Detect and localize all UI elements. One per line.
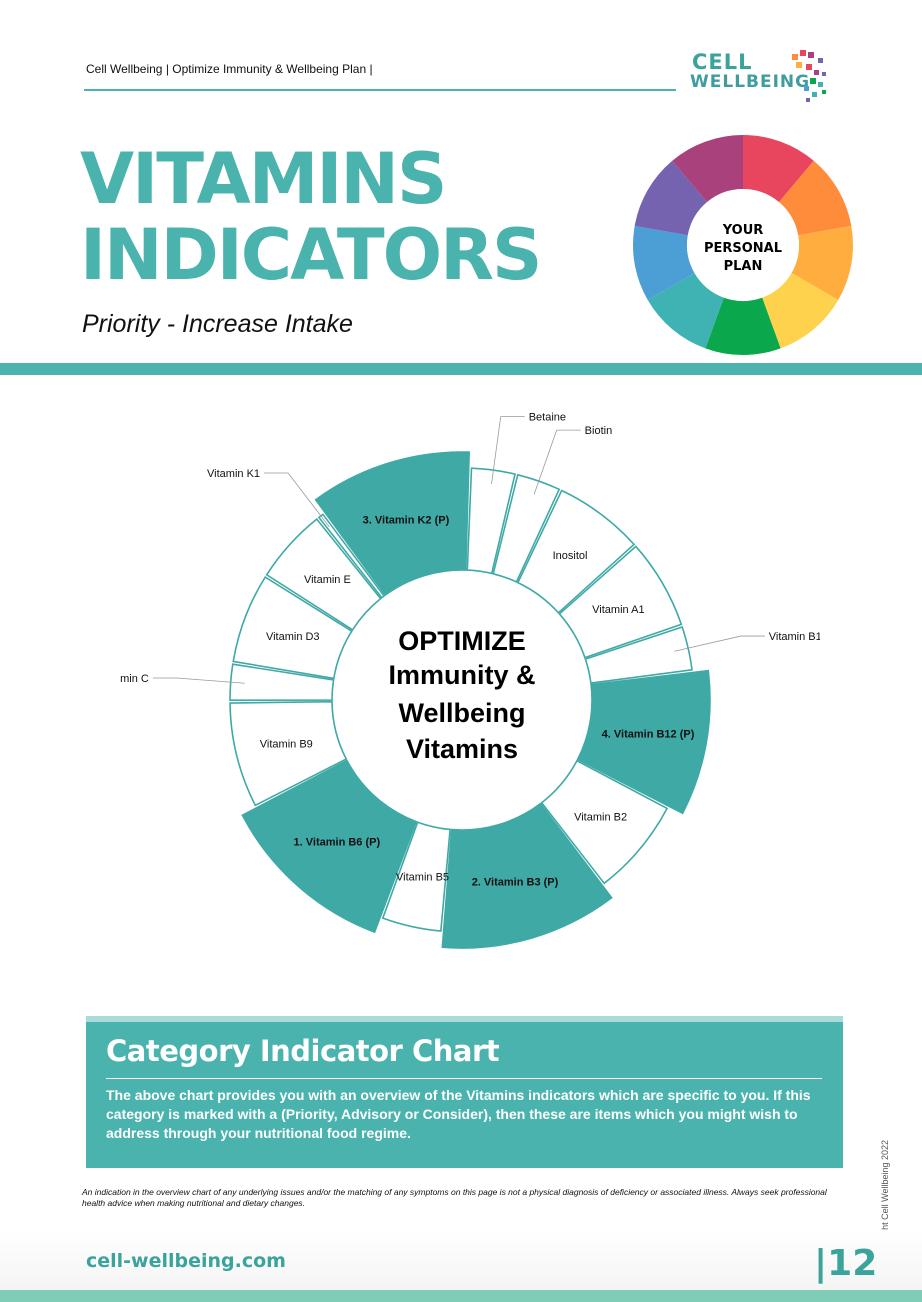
donut-segment	[317, 513, 386, 599]
donut-segment-label: Vitamin D3	[266, 631, 320, 643]
donut-segment-label: Betaine	[529, 412, 566, 424]
donut-segment	[466, 467, 516, 575]
donut-label-leader	[533, 429, 581, 495]
donut-segment-label: Vitamin B1	[769, 631, 820, 643]
breadcrumb: Cell Wellbeing | Optimize Immunity & Wel…	[86, 62, 373, 76]
footer-website-link[interactable]: cell-wellbeing.com	[86, 1250, 286, 1272]
section-band	[0, 363, 922, 375]
logo-line-1: CELL	[692, 50, 753, 74]
personal-plan-wheel: YOUR PERSONAL PLAN	[633, 135, 853, 355]
donut-label-leader	[674, 635, 765, 652]
donut-segment	[232, 576, 353, 680]
chart-center-line-2: Immunity &	[388, 660, 535, 690]
donut-segment-label: 3. Vitamin K2 (P)	[363, 514, 450, 526]
logo-line-2: WELLBEING	[690, 72, 811, 92]
donut-segment-label: Vitamin K1	[207, 468, 260, 480]
page-title-line-1: VITAMINS	[80, 138, 447, 220]
panel-body-text: The above chart provides you with an ove…	[106, 1087, 811, 1141]
plan-text-line-3: PLAN	[724, 259, 763, 274]
plan-wheel-center	[687, 189, 799, 301]
donut-segment	[229, 663, 335, 702]
logo-mark-icon	[792, 50, 826, 102]
page-subtitle: Priority - Increase Intake	[82, 310, 353, 338]
donut-segment	[558, 545, 683, 659]
plan-text-line-2: PERSONAL	[704, 241, 782, 256]
donut-segment-label: Inositol	[553, 550, 588, 562]
donut-segment	[314, 451, 471, 597]
plan-wheel-segment	[762, 273, 839, 349]
donut-segment-label: 2. Vitamin B3 (P)	[472, 876, 559, 888]
chart-center-line-3: Wellbeing	[398, 698, 525, 728]
panel-title: Category Indicator Chart	[106, 1034, 500, 1068]
donut-segment-label: Vitamin C	[120, 673, 149, 685]
cell-wellbeing-logo: CELL WELLBEING	[688, 42, 848, 112]
donut-segment	[516, 489, 636, 614]
donut-label-leader	[264, 472, 330, 528]
donut-segment	[492, 473, 561, 584]
donut-label-leader	[491, 416, 525, 485]
donut-segment	[265, 517, 382, 631]
donut-segment-label: Vitamin E	[304, 574, 351, 586]
donut-segment	[441, 802, 613, 949]
disclaimer-text: An indication in the overview chart of a…	[82, 1187, 827, 1208]
donut-segment-label: Vitamin B9	[260, 738, 313, 750]
panel-divider	[106, 1078, 822, 1079]
donut-segment-label: Vitamin B2	[574, 811, 627, 823]
plan-text-line-1: YOUR	[722, 223, 764, 238]
donut-segment	[584, 625, 693, 684]
donut-segment-label: 4. Vitamin B12 (P)	[602, 728, 695, 740]
plan-wheel-segment	[743, 135, 814, 203]
vitamins-donut-chart: Betaine Biotin Inositol Vitamin A1 Vitamin B…	[120, 412, 820, 949]
chart-center-line-4: Vitamins	[406, 734, 518, 764]
plan-wheel-segment	[778, 160, 852, 236]
chart-center-line-1: OPTIMIZE	[398, 626, 526, 656]
category-indicator-panel	[86, 1016, 843, 1168]
donut-segment	[241, 759, 418, 934]
footer-bar	[0, 1290, 922, 1302]
header-divider	[84, 89, 676, 91]
plan-wheel-segment	[791, 225, 853, 300]
page-title-line-2: INDICATORS	[80, 214, 542, 296]
donut-segment-label: 1. Vitamin B6 (P)	[294, 837, 381, 849]
donut-segment-label: Vitamin B5	[396, 872, 449, 884]
donut-segment	[576, 669, 711, 815]
page-number: |12	[814, 1243, 878, 1284]
donut-label-leader	[152, 677, 245, 684]
panel-top-strip	[86, 1016, 843, 1022]
plan-wheel-segment	[633, 225, 695, 300]
donut-segment	[540, 759, 669, 885]
donut-segment-label: Biotin	[585, 425, 613, 437]
plan-wheel-segment	[647, 273, 724, 349]
plan-wheel-segment	[634, 160, 708, 236]
plan-wheel-segment	[705, 297, 781, 355]
donut-segment	[229, 700, 348, 807]
donut-segment	[381, 821, 452, 932]
plan-wheel-segment	[672, 135, 743, 203]
donut-segment-label: Vitamin A1	[592, 604, 644, 616]
